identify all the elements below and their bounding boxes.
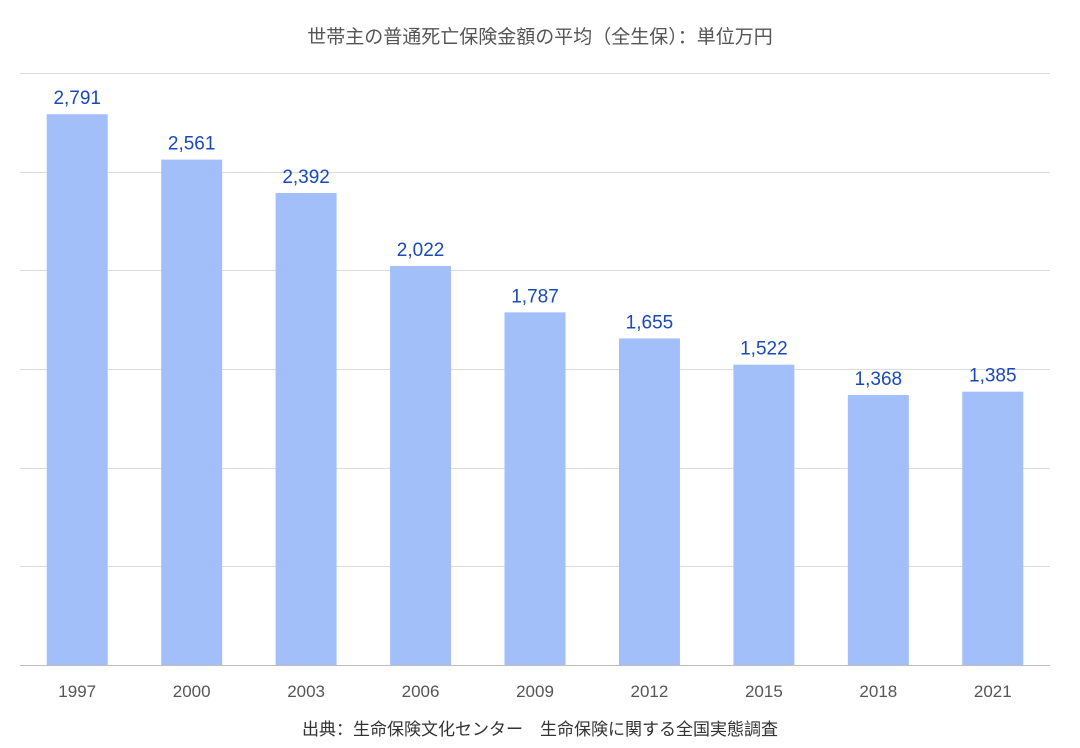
value-label-2009: 1,787 — [511, 286, 559, 307]
x-tick-labels: 1997 2000 2003 2006 2009 2012 2015 2018 2021 — [58, 682, 1011, 701]
bar-2018 — [847, 395, 909, 665]
value-label-2000: 2,561 — [168, 134, 216, 155]
bars — [46, 114, 1024, 665]
bar-1997 — [46, 114, 108, 665]
x-tick-label-2003: 2003 — [287, 682, 325, 701]
value-label-2015: 1,522 — [740, 339, 788, 360]
value-label-2012: 1,655 — [626, 312, 674, 333]
value-label-2006: 2,022 — [397, 240, 445, 261]
x-tick-label-2015: 2015 — [745, 682, 783, 701]
value-label-2018: 1,368 — [855, 369, 903, 390]
x-tick-label-2009: 2009 — [516, 682, 554, 701]
bar-2021 — [962, 391, 1024, 665]
x-tick-label-2006: 2006 — [402, 682, 440, 701]
value-label-1997: 2,791 — [53, 88, 101, 109]
value-labels: 2,791 2,561 2,392 2,022 1,787 1,655 1,522 1,368… — [53, 88, 1016, 390]
bar-2015 — [733, 364, 795, 665]
bar-2006 — [390, 265, 452, 665]
x-tick-label-2000: 2000 — [173, 682, 211, 701]
x-tick-label-2018: 2018 — [859, 682, 897, 701]
chart-source: 出典：生命保険文化センター 生命保険に関する全国実態調査 — [302, 720, 778, 740]
bar-2009 — [504, 312, 566, 665]
value-label-2003: 2,392 — [282, 167, 330, 188]
bar-2012 — [618, 338, 680, 665]
chart-title: 世帯主の普通死亡保険金額の平均（全生保）：単位万円 — [307, 26, 773, 48]
bar-2003 — [275, 192, 337, 665]
value-label-2021: 1,385 — [969, 366, 1017, 387]
x-tick-label-1997: 1997 — [58, 682, 96, 701]
x-tick-label-2021: 2021 — [974, 682, 1012, 701]
x-tick-label-2012: 2012 — [631, 682, 669, 701]
bar-2000 — [161, 159, 223, 665]
